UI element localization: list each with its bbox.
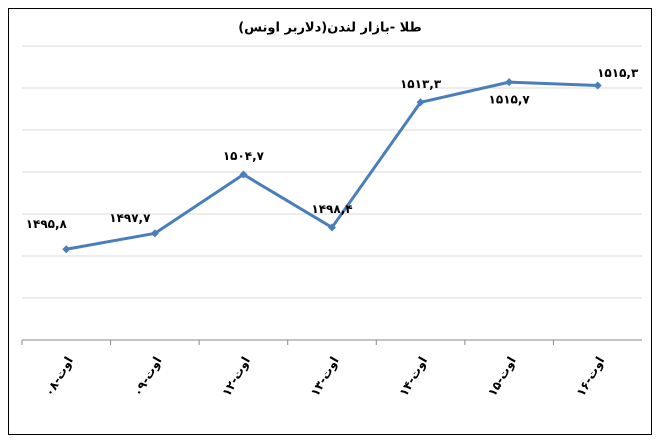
chart-frame xyxy=(8,8,652,435)
marker xyxy=(62,245,71,254)
marker xyxy=(416,98,425,107)
marker xyxy=(593,81,602,90)
data-label: ۱۵۱۵,۷ xyxy=(489,93,531,107)
marker xyxy=(505,78,514,87)
data-label: ۱۵۱۵,۳ xyxy=(597,66,639,80)
data-label: ۱۴۹۸,۴ xyxy=(311,202,352,216)
data-label: ۱۵۱۳,۳ xyxy=(400,77,442,91)
marker xyxy=(150,229,159,238)
marker xyxy=(239,170,248,179)
data-label: ۱۴۹۷,۷ xyxy=(109,211,151,225)
data-label: ۱۴۹۵,۸ xyxy=(26,217,68,231)
chart-title: طلا -بازار لندن(دلاربر اونس) xyxy=(238,21,422,36)
data-label: ۱۵۰۴,۷ xyxy=(223,149,265,163)
marker xyxy=(328,223,336,232)
